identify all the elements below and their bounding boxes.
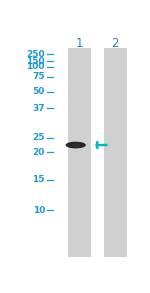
Text: 15: 15 — [32, 175, 45, 184]
Ellipse shape — [66, 142, 86, 149]
Text: 250: 250 — [26, 50, 45, 59]
Text: 20: 20 — [33, 148, 45, 157]
Text: 75: 75 — [32, 72, 45, 81]
Text: 37: 37 — [32, 104, 45, 113]
Text: 25: 25 — [32, 133, 45, 142]
Text: 1: 1 — [75, 37, 83, 50]
Bar — [104, 47, 127, 257]
Text: 50: 50 — [33, 87, 45, 96]
Bar — [68, 47, 91, 257]
Text: 100: 100 — [26, 62, 45, 71]
Text: 150: 150 — [26, 57, 45, 66]
Text: 2: 2 — [111, 37, 119, 50]
Ellipse shape — [72, 144, 81, 146]
Text: 10: 10 — [33, 205, 45, 214]
